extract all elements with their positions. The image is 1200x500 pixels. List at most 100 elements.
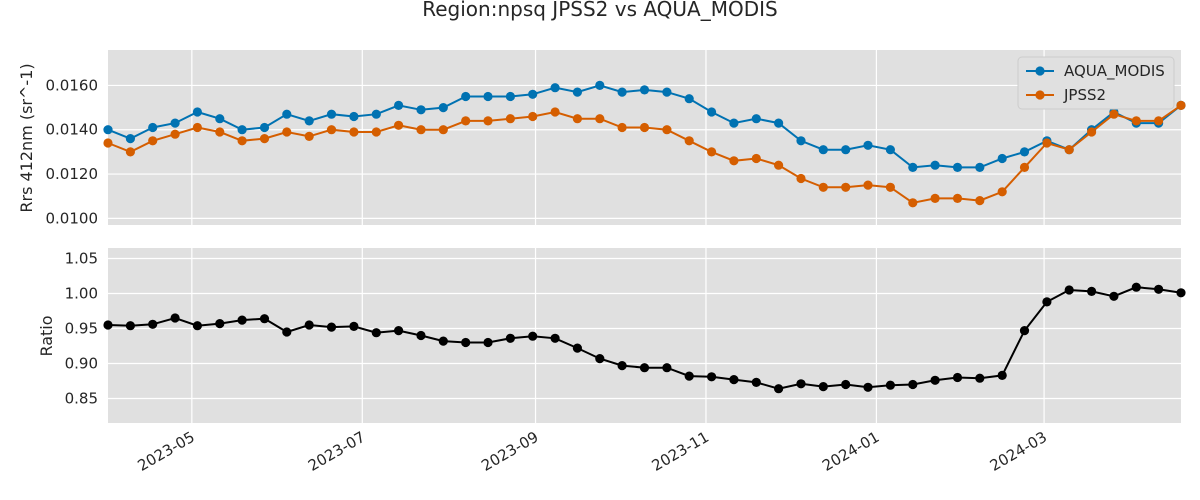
- jpss2-point: [885, 182, 896, 192]
- legend: AQUA_MODIS JPSS2: [1017, 56, 1175, 110]
- ratio-point: [170, 313, 180, 323]
- ratio-point: [818, 382, 828, 392]
- ratio-point: [349, 321, 359, 331]
- jpss2-point: [975, 196, 985, 206]
- top-y-tick-label: 0.0120: [46, 165, 99, 183]
- ratio-point: [572, 343, 583, 353]
- ratio-point: [707, 372, 717, 382]
- ratio-point: [461, 337, 471, 348]
- aqua-modis-point: [438, 103, 448, 113]
- jpss2-point: [237, 136, 247, 146]
- ratio-point: [1176, 288, 1186, 298]
- jpss2-point: [751, 153, 761, 164]
- jpss2-point: [394, 120, 404, 130]
- aqua-modis-point: [908, 162, 918, 172]
- aqua-modis-point: [192, 107, 202, 117]
- jpss2-point: [416, 125, 426, 135]
- aqua-modis-point: [326, 109, 337, 119]
- ratio-point: [1087, 286, 1097, 296]
- aqua-modis-point: [796, 136, 806, 146]
- top-y-tick-label: 0.0140: [46, 121, 99, 139]
- aqua-modis-point: [282, 109, 292, 119]
- bottom-y-tick-label: 1.05: [65, 250, 98, 268]
- ratio-point: [1064, 285, 1074, 295]
- ratio-point: [617, 361, 627, 371]
- jpss2-point: [662, 125, 672, 135]
- aqua-modis-point: [103, 125, 113, 135]
- bottom-y-axis-label: Ratio: [37, 315, 56, 356]
- jpss2-point: [684, 136, 694, 146]
- jpss2-point: [170, 129, 180, 139]
- aqua-modis-point: [997, 153, 1007, 164]
- aqua-modis-point: [170, 118, 180, 128]
- ratio-point: [483, 337, 493, 348]
- ratio-point: [1042, 297, 1052, 307]
- jpss2-point: [103, 138, 113, 148]
- bottom-y-tick-label: 0.95: [65, 320, 98, 338]
- ratio-point: [662, 363, 672, 373]
- jpss2-point: [595, 114, 605, 124]
- legend-aqua-modis-marker: [1035, 66, 1045, 76]
- aqua-modis-point: [952, 162, 963, 172]
- aqua-modis-point: [751, 114, 761, 124]
- ratio-point: [729, 375, 739, 385]
- jpss2-point: [818, 182, 828, 192]
- ratio-point: [438, 336, 448, 346]
- ratio-point: [394, 326, 404, 336]
- ratio-point: [304, 320, 314, 330]
- ratio-point: [326, 322, 337, 332]
- ratio-point: [908, 379, 918, 390]
- aqua-modis-point: [595, 80, 605, 90]
- top-y-ticks: 0.0100 0.0120 0.0140 0.0160: [46, 76, 99, 227]
- aqua-modis-point: [930, 160, 940, 170]
- aqua-modis-point: [863, 140, 873, 150]
- top-y-tick-label: 0.0100: [46, 209, 99, 227]
- aqua-modis-point: [774, 118, 784, 128]
- x-tick-label: 2023-09: [478, 428, 541, 475]
- ratio-point: [103, 320, 113, 330]
- aqua-modis-point: [237, 125, 247, 135]
- x-tick-label: 2023-05: [135, 428, 198, 475]
- ratio-point: [237, 315, 247, 325]
- aqua-modis-point: [505, 91, 515, 102]
- aqua-modis-point: [349, 111, 359, 122]
- jpss2-point: [572, 114, 583, 124]
- jpss2-point: [729, 156, 739, 166]
- jpss2-point: [282, 127, 292, 137]
- x-axis-ticks: 2023-05 2023-07 2023-09 2023-11 2024-01 2024-…: [135, 428, 1051, 475]
- aqua-modis-point: [975, 162, 985, 172]
- jpss2-point: [796, 173, 806, 184]
- aqua-modis-point: [304, 116, 314, 126]
- ratio-point: [550, 333, 560, 343]
- jpss2-point: [215, 127, 225, 137]
- chart-title: Region:npsq JPSS2 vs AQUA_MODIS: [422, 0, 777, 21]
- legend-jpss2-marker: [1035, 90, 1045, 100]
- ratio-point: [885, 380, 896, 390]
- aqua-modis-point: [841, 145, 851, 155]
- aqua-modis-point: [215, 114, 225, 124]
- jpss2-point: [1087, 127, 1097, 137]
- jpss2-point: [1042, 138, 1052, 148]
- jpss2-point: [371, 127, 381, 137]
- jpss2-point: [550, 107, 560, 117]
- ratio-point: [371, 328, 381, 338]
- legend-aqua-modis-label: AQUA_MODIS: [1064, 62, 1165, 81]
- legend-jpss2-label: JPSS2: [1063, 86, 1106, 104]
- ratio-point: [796, 379, 806, 389]
- ratio-point: [192, 321, 202, 331]
- jpss2-point: [438, 125, 448, 135]
- bottom-panel: 0.85 0.90 0.95 1.00 1.05 Ratio: [37, 248, 1186, 423]
- ratio-point: [148, 319, 158, 329]
- x-tick-label: 2023-11: [649, 428, 712, 475]
- aqua-modis-point: [259, 122, 270, 133]
- jpss2-point: [908, 198, 918, 208]
- jpss2-point: [259, 134, 270, 144]
- bottom-y-tick-label: 1.00: [65, 285, 98, 303]
- jpss2-point: [125, 147, 135, 157]
- aqua-modis-point: [461, 91, 471, 102]
- ratio-point: [595, 354, 605, 364]
- ratio-point: [1154, 284, 1164, 294]
- aqua-modis-point: [639, 85, 650, 95]
- jpss2-point: [326, 125, 337, 135]
- aqua-modis-point: [528, 89, 538, 99]
